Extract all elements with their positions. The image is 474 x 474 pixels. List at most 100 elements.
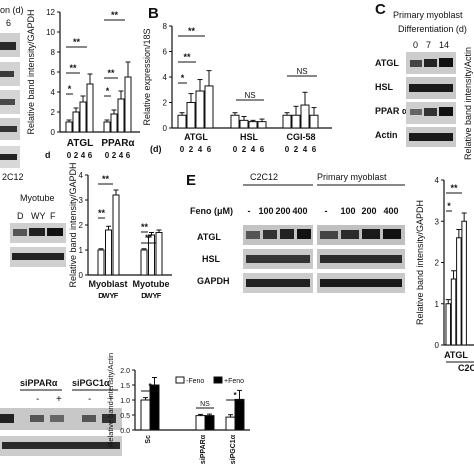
panelE-dose-1: 100: [258, 206, 273, 216]
panelD-bar-Myoblast-D: [97, 249, 105, 276]
panelE-row-hsl: HSL: [202, 254, 221, 264]
panelC-day-14: 14: [439, 40, 449, 50]
panelA-atgl-d6-sig: **: [73, 37, 81, 47]
panelA-day-label-0-1: 2: [74, 151, 79, 160]
panelB-hsl-sig: NS: [244, 91, 255, 100]
panelB-bar-ATGL-d4: [195, 90, 205, 129]
panelE-sig-2-sig: **: [450, 183, 458, 193]
panelA-y-tick-label: 6: [51, 68, 56, 77]
panelC-ylabel-cut: Relative band intensity/Actin: [463, 47, 473, 160]
western-blots: [0, 33, 456, 456]
panelD-sub-label-0-1: WY: [102, 291, 114, 300]
panelD-bar-Myotube-F: [155, 232, 163, 276]
panelC-day-0: 0: [413, 40, 418, 50]
panelE-dose-3: 400: [292, 206, 307, 216]
panelA-bar-ATGL-d6: [86, 83, 94, 133]
panelE-sig-1-sig: *: [447, 201, 451, 211]
panelD-bar-Myoblast-F: [112, 194, 120, 276]
panelD-lane-d: D: [17, 211, 24, 221]
panelC-subtitle: Differentiation (d): [398, 24, 467, 34]
panelE-dose-6: 200: [361, 206, 376, 216]
panelF-label-sippara: siPPARα: [20, 378, 58, 388]
panelA-ppar-d2-sig: *: [106, 86, 110, 96]
panelA-bar-PPARα-d4: [117, 98, 125, 133]
panelB-ylabel: Relative expression/18S: [142, 28, 152, 125]
panelD-lane-f: F: [50, 211, 56, 221]
panelE-row-atgl: ATGL: [197, 232, 221, 242]
panelF-ylabel: Relative band intensity/Actin: [106, 353, 115, 447]
panelB-bar-ATGL-d2: [186, 102, 196, 129]
panelB-bar-ATGL-d6: [204, 85, 214, 129]
panelC-letter: C: [375, 1, 386, 18]
panelE-bar-ATGL-2: [456, 237, 462, 346]
panelA-atgl-d4-sig: **: [69, 63, 77, 73]
panelF-group-label-0: Sc: [145, 435, 152, 444]
panelA-day-label-1-1: 2: [112, 151, 117, 160]
panelD-myoblast-f-sig: **: [102, 174, 110, 184]
panelA-ppar-d4-sig: **: [107, 68, 115, 78]
panelD-myotube-wy-sig: **: [141, 222, 149, 232]
panelB-bar-HSL-d0: [230, 114, 240, 129]
panelF-legend-swatch-minus: [175, 376, 185, 384]
panelB-bar-HSL-d6: [257, 121, 267, 129]
panelA-group-label-0: ATGL: [67, 138, 93, 149]
panelE-dose-5: 100: [340, 206, 355, 216]
panelB-day-prefix: (d): [150, 144, 162, 154]
panelE-blot: [243, 184, 405, 293]
panelA-top-fragment: on (d): [0, 5, 24, 15]
panelE-group-label: ATGL: [444, 350, 468, 360]
panelD-y-tick-label: 2: [79, 221, 84, 230]
panelE-ylabel: Relative band intensity/GAPDH: [415, 200, 425, 325]
panelB-day-label-1-1: 2: [242, 145, 247, 154]
panelF-minus-1: -: [36, 394, 39, 405]
panelB-bar-ATGL-d0: [177, 114, 187, 129]
panelD-sub-label-0-0: D: [98, 291, 104, 300]
panelF-sc-sig: *: [148, 382, 152, 391]
panelF-bar--Feno-siPPARα: [195, 415, 206, 431]
panelE-letter: E: [186, 172, 196, 189]
panelB-y-tick-label: 6: [163, 48, 168, 57]
panelB-day-label-2-0: 0: [285, 145, 290, 154]
panelA-y-tick-label: 8: [51, 48, 56, 57]
panelB-day-label-2-2: 4: [303, 145, 308, 154]
panelD-y-tick-label: 3: [79, 196, 84, 205]
panelF-label-sipgc1a: siPGC1α: [72, 378, 110, 388]
panelA-bar-PPARα-d6: [124, 76, 132, 133]
panelB-y-tick-label: 2: [163, 99, 168, 108]
panelB-group-label-0: ATGL: [184, 132, 208, 142]
panelD-sub-label-1-0: D: [141, 291, 147, 300]
panelB-bar-HSL-d4: [248, 121, 258, 129]
panelC-row-hsl: HSL: [375, 82, 394, 92]
panelE-y-tick-label: 4: [435, 176, 440, 185]
panelB-day-label-2-1: 2: [294, 145, 299, 154]
panelA-y-tick-label: 4: [51, 88, 56, 97]
panelB-atgl-d6-sig: **: [188, 26, 196, 36]
panelB-day-label-0-0: 0: [180, 145, 185, 154]
panelE-dose-2: 200: [275, 206, 290, 216]
panelB-y-tick-label: 8: [163, 22, 168, 31]
panelB-atgl-d2-sig: *: [181, 73, 185, 83]
panelE-y-tick-label: 3: [435, 217, 440, 226]
panelE-bar-ATGL-0: [445, 303, 451, 346]
panelE-cellline-label: C2C: [458, 363, 474, 373]
panelB-day-label-1-3: 6: [260, 145, 265, 154]
panelD-y-tick-label: 1: [79, 246, 84, 255]
panelA-bar-ATGL-d0: [65, 121, 73, 133]
panelE-dose-4: -: [325, 206, 328, 216]
panelF-bar-+Feno-siPGC1α: [234, 398, 245, 431]
panelD-myotube-f-sig: **: [145, 233, 153, 243]
panelD-ylabel: Relative band intensity/GAPDH: [68, 162, 78, 287]
panelB-bar-CGI-58-d2: [291, 114, 301, 129]
panelB-cgi58-sig: NS: [296, 67, 307, 76]
panelF-y-tick-label: 1.5: [120, 383, 130, 390]
panelA-blot: [0, 33, 20, 168]
panelA-ppar-d6-sig: **: [111, 10, 119, 20]
panelB-day-label-0-3: 6: [207, 145, 212, 154]
panelA-day-label-0-0: 0: [67, 151, 72, 160]
panelA-y-tick-label: 0: [51, 128, 56, 137]
panelF-y-tick-label: 2.0: [120, 368, 130, 375]
panelA-y-tick-label: 2: [51, 108, 56, 117]
panelB-letter: B: [148, 5, 159, 22]
panelD-group-label-1: Myotube: [133, 279, 170, 289]
panelF-sipgc-sig: *: [233, 391, 237, 400]
